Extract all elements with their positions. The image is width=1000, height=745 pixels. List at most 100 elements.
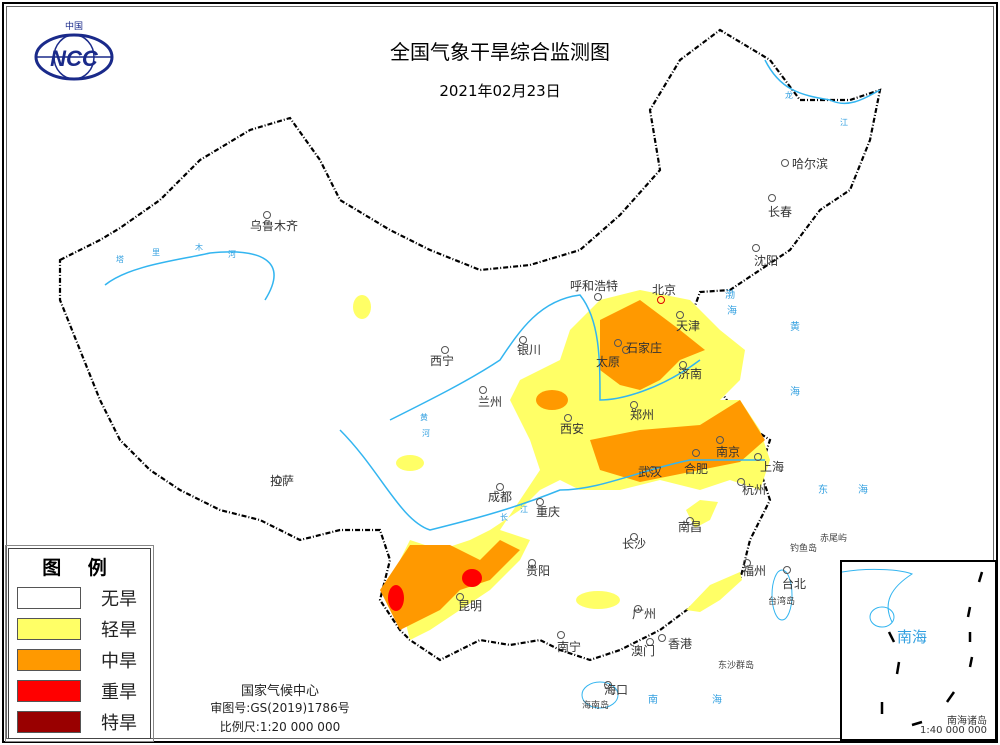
- svg-text:NCC: NCC: [50, 46, 99, 71]
- city-marker: [528, 559, 536, 567]
- legend-swatch: [17, 617, 81, 640]
- place-label: 赤尾屿: [820, 533, 847, 544]
- sea-label: 海: [858, 483, 868, 496]
- river-label: 江: [520, 505, 528, 514]
- city-marker: [557, 631, 565, 639]
- city-marker: [594, 293, 602, 301]
- city-marker: [479, 386, 487, 394]
- city-marker: [754, 453, 762, 461]
- city-marker: [781, 159, 789, 167]
- legend-label: 特旱: [101, 712, 137, 734]
- city-label: 太原: [596, 354, 620, 369]
- city-marker: [679, 361, 687, 369]
- city-label: 武汉: [638, 465, 662, 479]
- sea-label: 东: [818, 483, 828, 496]
- legend-title: 图 例: [42, 557, 117, 579]
- city-marker: [649, 466, 657, 474]
- city-label: 拉萨: [270, 473, 294, 488]
- credit-approval: 审图号:GS(2019)1786号: [210, 701, 350, 715]
- city-marker: [614, 339, 622, 347]
- legend-label: 轻旱: [101, 619, 137, 641]
- inset-sea-label: 南海: [897, 628, 927, 646]
- city-markers: [263, 159, 791, 689]
- river-label: 木: [195, 242, 203, 252]
- city-label: 哈尔滨: [792, 156, 828, 171]
- city-marker: [783, 566, 791, 574]
- city-label: 长沙: [622, 537, 646, 551]
- city-marker: [716, 436, 724, 444]
- river-label: 龙: [785, 90, 793, 100]
- river-label: 里: [152, 248, 160, 257]
- city-marker: [768, 194, 776, 202]
- legend-item: 无旱: [9, 582, 150, 613]
- map-title: 全国气象干旱综合监测图: [390, 40, 610, 64]
- legend-label: 重旱: [101, 681, 137, 703]
- city-marker: [737, 478, 745, 486]
- light-drought-patch: [686, 572, 742, 612]
- city-label: 银川: [517, 343, 541, 357]
- city-label: 南昌: [678, 519, 702, 534]
- city-marker: [658, 634, 666, 642]
- yangtze-river: [339, 429, 765, 531]
- map-date: 2021年02月23日: [439, 82, 561, 100]
- sea-label: 海: [727, 304, 737, 317]
- credit-org: 国家气候中心: [240, 684, 319, 699]
- city-label: 石家庄: [626, 340, 662, 355]
- city-marker: [657, 296, 665, 304]
- city-marker: [692, 449, 700, 457]
- city-marker: [630, 533, 638, 541]
- river-label: 河: [422, 428, 430, 438]
- legend-swatch: [17, 648, 81, 671]
- city-label: 上海: [760, 459, 784, 474]
- legend-item: 重旱: [9, 675, 150, 706]
- city-label: 香港: [668, 637, 692, 651]
- nine-dash-line: [880, 571, 984, 727]
- city-marker: [752, 244, 760, 252]
- city-marker: [519, 336, 527, 344]
- city-label: 杭州: [742, 482, 766, 497]
- river-label: 长: [500, 512, 508, 522]
- city-label: 兰州: [478, 395, 502, 409]
- city-label: 合肥: [684, 461, 708, 476]
- yellow-river: [389, 294, 701, 421]
- legend-label: 中旱: [101, 650, 137, 672]
- sea-label: 南: [648, 693, 658, 706]
- place-label: 钓鱼岛: [790, 542, 817, 554]
- city-marker: [604, 681, 612, 689]
- city-label: 贵阳: [526, 564, 550, 578]
- moderate-drought-central: [590, 400, 765, 482]
- place-label: 台湾岛: [768, 595, 795, 607]
- city-label: 南宁: [557, 639, 581, 654]
- legend-swatch: [17, 586, 81, 609]
- city-marker: [622, 346, 630, 354]
- city-marker: [274, 476, 282, 484]
- city-marker: [536, 498, 544, 506]
- city-label: 台北: [782, 576, 806, 591]
- ncc-logo: NCC 中国: [34, 20, 114, 81]
- city-label: 重庆: [536, 505, 560, 519]
- river-label: 江: [840, 118, 848, 127]
- moderate-drought-southwest: [380, 540, 520, 630]
- city-marker: [263, 211, 271, 219]
- moderate-drought-patch: [536, 390, 568, 410]
- city-label: 乌鲁木齐: [250, 218, 298, 233]
- sea-label: 渤: [725, 288, 735, 301]
- city-label: 呼和浩特: [570, 278, 618, 293]
- severe-drought-patch: [388, 585, 404, 611]
- drought-areas: [353, 290, 770, 640]
- light-drought-patch: [353, 295, 371, 319]
- legend-item: 中旱: [9, 644, 150, 675]
- legend-swatch: [17, 710, 81, 733]
- sea-label: 海: [712, 693, 722, 706]
- city-label: 西宁: [430, 353, 454, 368]
- city-marker: [676, 311, 684, 319]
- city-marker: [564, 414, 572, 422]
- legend-swatch: [17, 679, 81, 702]
- city-label: 郑州: [630, 407, 654, 422]
- legend-label: 无旱: [101, 588, 137, 610]
- legend: 图 例 无旱轻旱中旱重旱特旱: [5, 545, 154, 742]
- heilong-river: [764, 59, 881, 105]
